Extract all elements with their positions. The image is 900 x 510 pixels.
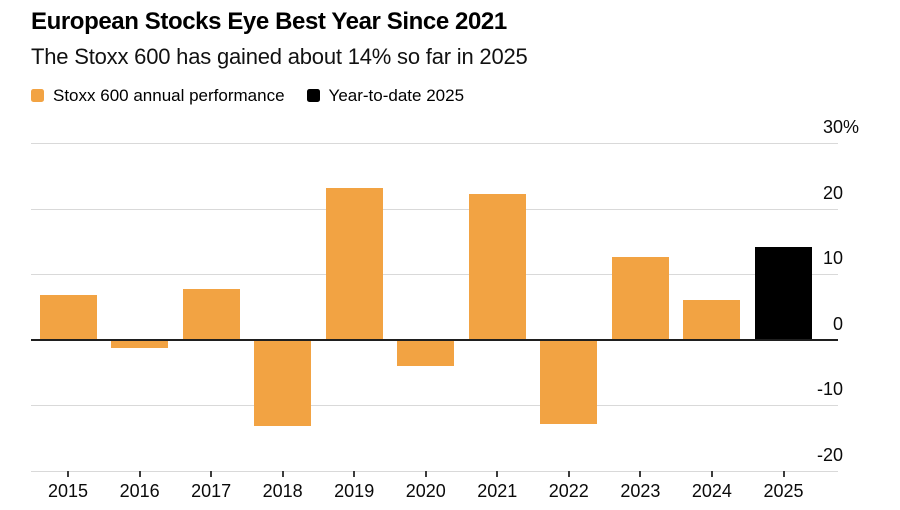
bar-2025 xyxy=(755,246,812,340)
x-axis-tick xyxy=(424,471,427,477)
x-axis-label: 2020 xyxy=(405,481,446,501)
gridline-10 xyxy=(31,274,838,276)
gridline-20 xyxy=(31,208,838,210)
x-axis-tick xyxy=(138,471,141,477)
bar-2024 xyxy=(683,300,741,340)
bar-2017 xyxy=(182,289,240,340)
x-axis-tick xyxy=(496,471,499,477)
x-axis-tick xyxy=(567,471,570,477)
bar-2020 xyxy=(397,339,455,366)
y-axis-label: 10 xyxy=(822,248,843,269)
x-axis-label: 2024 xyxy=(691,481,732,501)
x-axis-tick xyxy=(281,471,284,477)
y-axis-label: -20 xyxy=(816,445,843,465)
x-axis-label: 2016 xyxy=(119,481,160,501)
bar-2022 xyxy=(540,339,598,425)
chart-subtitle: The Stoxx 600 has gained about 14% so fa… xyxy=(31,44,528,69)
zero-line xyxy=(31,338,838,341)
x-axis-tick xyxy=(67,471,69,477)
gridline-30 xyxy=(31,143,838,144)
y-axis-label: 0 xyxy=(832,313,843,334)
legend-label-ytd: Year-to-date 2025 xyxy=(328,86,465,105)
x-axis-tick xyxy=(710,471,713,477)
x-axis-label: 2017 xyxy=(191,481,232,501)
legend-item-annual-performance: Stoxx 600 annual performance xyxy=(31,85,285,106)
x-axis-tick xyxy=(782,471,785,477)
chart-legend: Stoxx 600 annual performance Year-to-dat… xyxy=(31,85,464,106)
percent-sign: % xyxy=(843,117,860,137)
y-axis-label: 30% xyxy=(822,117,860,137)
bar-2016 xyxy=(111,339,169,348)
x-axis-label: 2018 xyxy=(262,481,303,501)
x-axis-label: 2022 xyxy=(548,481,589,501)
x-axis-label: 2019 xyxy=(334,481,375,501)
x-axis-label: 2015 xyxy=(47,481,89,501)
legend-swatch-orange-icon xyxy=(31,89,44,102)
bar-2019 xyxy=(325,187,383,340)
chart-title: European Stocks Eye Best Year Since 2021 xyxy=(31,8,507,35)
y-axis-label: 20 xyxy=(822,182,843,203)
gridline--10 xyxy=(31,405,838,407)
legend-label-annual-performance: Stoxx 600 annual performance xyxy=(53,86,285,105)
bar-2018 xyxy=(254,339,312,427)
x-axis-label: 2023 xyxy=(620,481,661,501)
bar-2023 xyxy=(611,256,669,340)
legend-item-ytd: Year-to-date 2025 xyxy=(306,85,465,106)
x-axis-label: 2021 xyxy=(477,481,518,501)
legend-swatch-black-icon xyxy=(306,89,320,102)
bar-2021 xyxy=(468,194,526,340)
x-axis-label: 2025 xyxy=(763,481,804,501)
gridline--20 xyxy=(31,471,838,472)
y-axis-label: -10 xyxy=(816,379,843,400)
x-axis-tick xyxy=(353,471,356,477)
bar-2015 xyxy=(39,295,97,340)
x-axis-tick xyxy=(210,471,213,477)
x-axis-tick xyxy=(639,471,642,477)
